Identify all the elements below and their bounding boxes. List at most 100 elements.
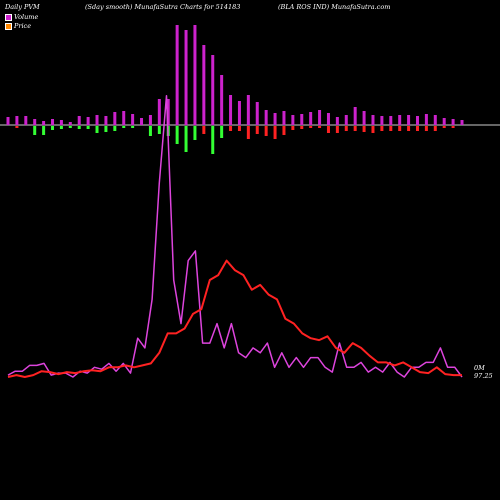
volume-bar-down bbox=[246, 126, 250, 139]
volume-bar-down bbox=[193, 126, 197, 140]
volume-bar-down bbox=[229, 126, 233, 131]
price-line bbox=[7, 94, 463, 378]
volume-bar-up bbox=[131, 114, 135, 125]
volume-bar-up bbox=[300, 114, 304, 125]
volume-bar-up bbox=[246, 95, 250, 125]
volume-bar-down bbox=[68, 126, 72, 128]
volume-bar-up bbox=[157, 99, 161, 125]
volume-bar-up bbox=[148, 115, 152, 125]
volume-bar-up bbox=[415, 116, 419, 125]
volume-bar-up bbox=[95, 115, 99, 125]
volume-bar-down bbox=[415, 126, 419, 131]
volume-bar-down bbox=[95, 126, 99, 133]
volume-bar-up bbox=[309, 112, 313, 125]
legend-price-swatch bbox=[5, 22, 12, 30]
volume-bar-up bbox=[113, 112, 117, 125]
legend-volume-swatch bbox=[5, 13, 12, 21]
volume-bar-up bbox=[291, 115, 295, 125]
volume-bar-up bbox=[33, 119, 37, 125]
volume-bar-down bbox=[86, 126, 90, 129]
volume-bar-down bbox=[237, 126, 241, 131]
volume-bar-up bbox=[371, 115, 375, 125]
volume-bar-up bbox=[86, 117, 90, 125]
volume-bar-down bbox=[157, 126, 161, 134]
volume-bar-up bbox=[460, 120, 464, 125]
volume-bar-up bbox=[140, 118, 144, 125]
volume-bar-up bbox=[433, 115, 437, 125]
volume-bar-down bbox=[407, 126, 411, 131]
volume-bar-up bbox=[184, 30, 188, 125]
legend-price-label: Price bbox=[14, 22, 32, 30]
volume-bar-up bbox=[424, 114, 428, 125]
volume-bar-up bbox=[202, 45, 206, 125]
volume-bar-down bbox=[371, 126, 375, 133]
volume-bar-down bbox=[335, 126, 339, 133]
volume-bar-up bbox=[24, 116, 28, 125]
volume-bar-up bbox=[344, 115, 348, 125]
chart-source: (BLA ROS IND) MunafaSutra.com bbox=[278, 3, 391, 11]
volume-bar-down bbox=[433, 126, 437, 131]
volume-bar-down bbox=[211, 126, 215, 154]
volume-bar-down bbox=[131, 126, 135, 128]
volume-bar-up bbox=[282, 111, 286, 125]
volume-bar-up bbox=[335, 117, 339, 125]
volume-bar-down bbox=[122, 126, 126, 128]
volume-bar-down bbox=[273, 126, 277, 139]
volume-bar-up bbox=[68, 122, 72, 125]
volume-bar-down bbox=[184, 126, 188, 152]
volume-bar-down bbox=[59, 126, 63, 129]
volume-bar-up bbox=[318, 110, 322, 125]
volume-bar-down bbox=[344, 126, 348, 131]
volume-bar-up bbox=[77, 116, 81, 125]
volume-bar-up bbox=[6, 117, 10, 125]
volume-bar-down bbox=[15, 126, 19, 128]
volume-bar-up bbox=[398, 115, 402, 125]
volume-bar-up bbox=[442, 118, 446, 125]
volume-bar-up bbox=[193, 25, 197, 125]
volume-bar-up bbox=[264, 110, 268, 125]
volume-bar-down bbox=[42, 126, 46, 135]
volume-bar-up bbox=[166, 99, 170, 125]
chart-type-label: Daily PVM bbox=[5, 3, 40, 11]
volume-bar-down bbox=[77, 126, 81, 129]
volume-bar-down bbox=[353, 126, 357, 131]
legend-price: Price bbox=[5, 22, 31, 30]
volume-bar-down bbox=[442, 126, 446, 128]
volume-bar-down bbox=[380, 126, 384, 131]
volume-bar-down bbox=[104, 126, 108, 132]
volume-bar-down bbox=[318, 126, 322, 128]
volume-bar-down bbox=[202, 126, 206, 134]
volume-bar-up bbox=[237, 101, 241, 125]
volume-bar-down bbox=[220, 126, 224, 138]
volume-bar-down bbox=[451, 126, 455, 128]
volume-bar-down bbox=[255, 126, 259, 134]
volume-bar-down bbox=[389, 126, 393, 131]
volume-bar-down bbox=[148, 126, 152, 136]
volume-bar-down bbox=[362, 126, 366, 132]
volume-bar-up bbox=[59, 120, 63, 125]
volume-bar-up bbox=[407, 115, 411, 125]
volume-bar-up bbox=[326, 113, 330, 125]
volume-bar-up bbox=[175, 25, 179, 125]
volume-bar-down bbox=[326, 126, 330, 133]
volume-bar-up bbox=[220, 75, 224, 125]
volume-bar-up bbox=[362, 111, 366, 125]
volume-bar-up bbox=[211, 55, 215, 125]
volume-bar-up bbox=[15, 116, 19, 125]
volume-bar-down bbox=[175, 126, 179, 144]
volume-bar-up bbox=[122, 111, 126, 125]
volume-bar-up bbox=[380, 116, 384, 125]
volume-bar-up bbox=[389, 116, 393, 125]
volume-bar-up bbox=[273, 113, 277, 125]
volume-bar-down bbox=[309, 126, 313, 128]
volume-bar-down bbox=[424, 126, 428, 131]
volume-bar-down bbox=[282, 126, 286, 135]
volume-bar-up bbox=[42, 121, 46, 125]
volume-bar-down bbox=[51, 126, 55, 130]
volume-bar-up bbox=[451, 119, 455, 125]
volume-bar-up bbox=[51, 119, 55, 125]
volume-bar-up bbox=[229, 95, 233, 125]
volume-bar-down bbox=[264, 126, 268, 136]
legend-volume-label: Volume bbox=[14, 13, 39, 21]
